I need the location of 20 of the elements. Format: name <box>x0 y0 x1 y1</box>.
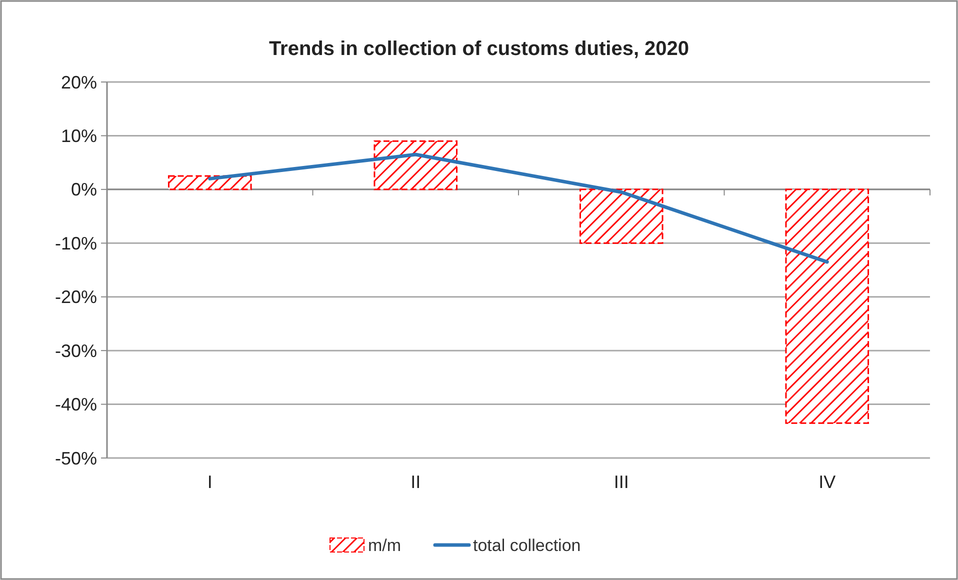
bar <box>579 188 664 244</box>
line-series <box>208 152 829 264</box>
y-tick-label: 0% <box>70 180 97 200</box>
bar <box>785 188 870 424</box>
legend-label: total collection <box>473 536 581 555</box>
legend-label: m/m <box>368 536 402 555</box>
x-tick-label: IV <box>818 472 836 492</box>
bar <box>168 175 252 190</box>
y-tick-label: -40% <box>54 394 97 415</box>
y-tick-label: -30% <box>54 340 97 361</box>
chart-title: Trends in collection of customs duties, 2020 <box>268 38 690 60</box>
y-tick-label: 10% <box>60 126 97 146</box>
x-tick-label: II <box>410 472 421 492</box>
x-tick-label: III <box>614 472 629 492</box>
bar <box>374 140 458 190</box>
y-tick-label: 20% <box>60 72 97 92</box>
y-tick-label: -10% <box>54 233 97 254</box>
y-tick-label: -50% <box>54 448 97 468</box>
x-tick-label: I <box>207 472 212 492</box>
y-tick-label: -20% <box>54 287 97 308</box>
